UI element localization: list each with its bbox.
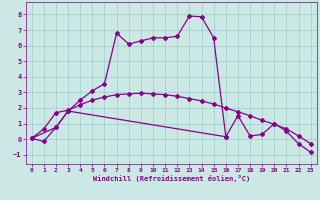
X-axis label: Windchill (Refroidissement éolien,°C): Windchill (Refroidissement éolien,°C) — [92, 175, 250, 182]
